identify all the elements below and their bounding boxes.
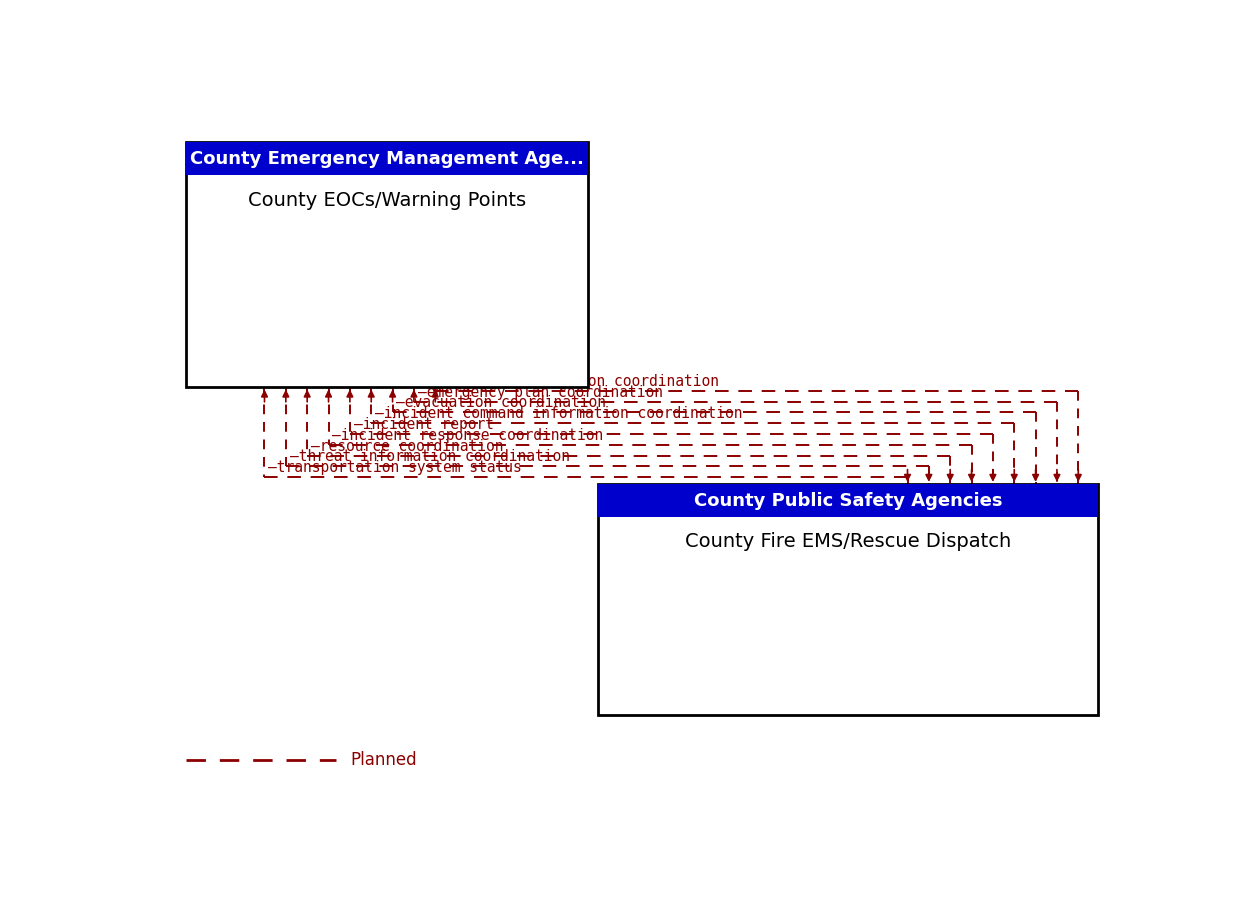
Text: –alert notification coordination: –alert notification coordination: [439, 374, 719, 388]
Text: –incident report: –incident report: [354, 417, 493, 432]
Text: –incident response coordination: –incident response coordination: [333, 428, 603, 443]
Bar: [598, 484, 1098, 716]
Text: County Public Safety Agencies: County Public Safety Agencies: [694, 492, 1002, 509]
Text: –evacuation coordination: –evacuation coordination: [397, 396, 606, 410]
Text: Planned: Planned: [351, 752, 417, 770]
Text: County EOCs/Warning Points: County EOCs/Warning Points: [248, 190, 526, 210]
Bar: [185, 142, 588, 175]
Text: –threat information coordination: –threat information coordination: [289, 449, 570, 465]
Bar: [598, 484, 1098, 518]
Text: –resource coordination: –resource coordination: [310, 439, 503, 454]
Text: –incident command information coordination: –incident command information coordinati…: [376, 406, 742, 421]
Text: County Fire EMS/Rescue Dispatch: County Fire EMS/Rescue Dispatch: [685, 533, 1010, 552]
Bar: [185, 142, 588, 388]
Text: –transportation system status: –transportation system status: [268, 460, 522, 475]
Text: –emergency plan coordination: –emergency plan coordination: [418, 385, 662, 399]
Text: County Emergency Management Age...: County Emergency Management Age...: [190, 150, 583, 168]
